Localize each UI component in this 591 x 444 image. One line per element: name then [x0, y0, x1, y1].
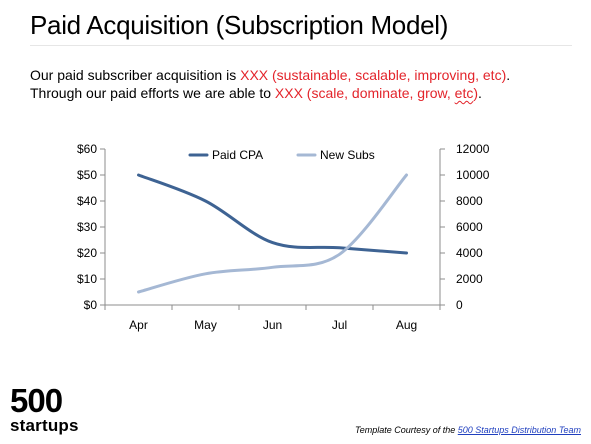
- title-divider: [30, 45, 572, 46]
- y-left-tick-label: $60: [77, 142, 97, 156]
- x-tick-label: May: [194, 318, 217, 332]
- intro-line-1-placeholder: XXX: [240, 67, 269, 83]
- x-tick-label: Aug: [396, 318, 417, 332]
- y-right-tick-label: 6000: [456, 220, 483, 234]
- y-left-tick-label: $30: [77, 220, 97, 234]
- legend-label: New Subs: [320, 148, 375, 162]
- series-line-paid-cpa: [137, 173, 408, 255]
- intro-line-2-options-suffix: ): [473, 85, 479, 101]
- y-left-tick-label: $0: [84, 298, 98, 312]
- intro-text: Our paid subscriber acquisition is XXX (…: [30, 66, 575, 102]
- logo-number: 500: [10, 382, 63, 419]
- intro-line-1-suffix: .: [506, 67, 511, 83]
- x-tick-label: Jul: [332, 318, 347, 332]
- chart-series: [137, 173, 408, 294]
- y-left-tick-label: $40: [77, 194, 97, 208]
- template-credit: Template Courtesy of the 500 Startups Di…: [355, 425, 581, 435]
- y-left-tick-label: $10: [77, 272, 97, 286]
- chart-axes: $0 $10 $20 $30 $40 $50 $60 0 2000 4000 6000 8000 100…: [77, 142, 490, 332]
- y-right-tick-label: 4000: [456, 246, 483, 260]
- intro-line-2-options: (scale, dominate, grow, etc): [307, 85, 478, 101]
- intro-line-2-etc: etc: [454, 85, 474, 101]
- y-right-tick-label: 8000: [456, 194, 483, 208]
- credit-prefix: Template Courtesy of the: [355, 425, 458, 435]
- x-tick-label: Jun: [263, 318, 282, 332]
- intro-line-1-prefix: Our paid subscriber acquisition is: [30, 67, 241, 83]
- y-right-tick-label: 2000: [456, 272, 483, 286]
- y-left-tick-label: $50: [77, 168, 97, 182]
- intro-line-2-options-prefix: (scale, dominate, grow,: [306, 85, 455, 101]
- slide-title: Paid Acquisition (Subscription Model): [30, 10, 449, 40]
- logo-word: startups: [10, 416, 79, 435]
- intro-line-2-placeholder: XXX: [274, 85, 303, 101]
- chart-legend: Paid CPA New Subs: [188, 148, 375, 162]
- intro-line-2-suffix: .: [478, 85, 482, 101]
- intro-line-2: Through our paid efforts we are able to …: [30, 84, 575, 102]
- y-right-tick-label: 10000: [456, 168, 490, 182]
- y-left-tick-label: $20: [77, 246, 97, 260]
- y-right-tick-label: 0: [456, 298, 463, 312]
- intro-line-1: Our paid subscriber acquisition is XXX (…: [30, 66, 575, 84]
- series-line-new-subs: [137, 173, 408, 294]
- 500-startups-logo: 500 startups: [10, 382, 79, 435]
- intro-line-2-prefix: Through our paid efforts we are able to: [30, 85, 275, 101]
- intro-line-1-options: (sustainable, scalable, improving, etc): [272, 67, 507, 83]
- x-tick-label: Apr: [129, 318, 148, 332]
- credit-link[interactable]: 500 Startups Distribution Team: [457, 425, 581, 435]
- y-right-tick-label: 12000: [456, 142, 490, 156]
- legend-label: Paid CPA: [212, 148, 263, 162]
